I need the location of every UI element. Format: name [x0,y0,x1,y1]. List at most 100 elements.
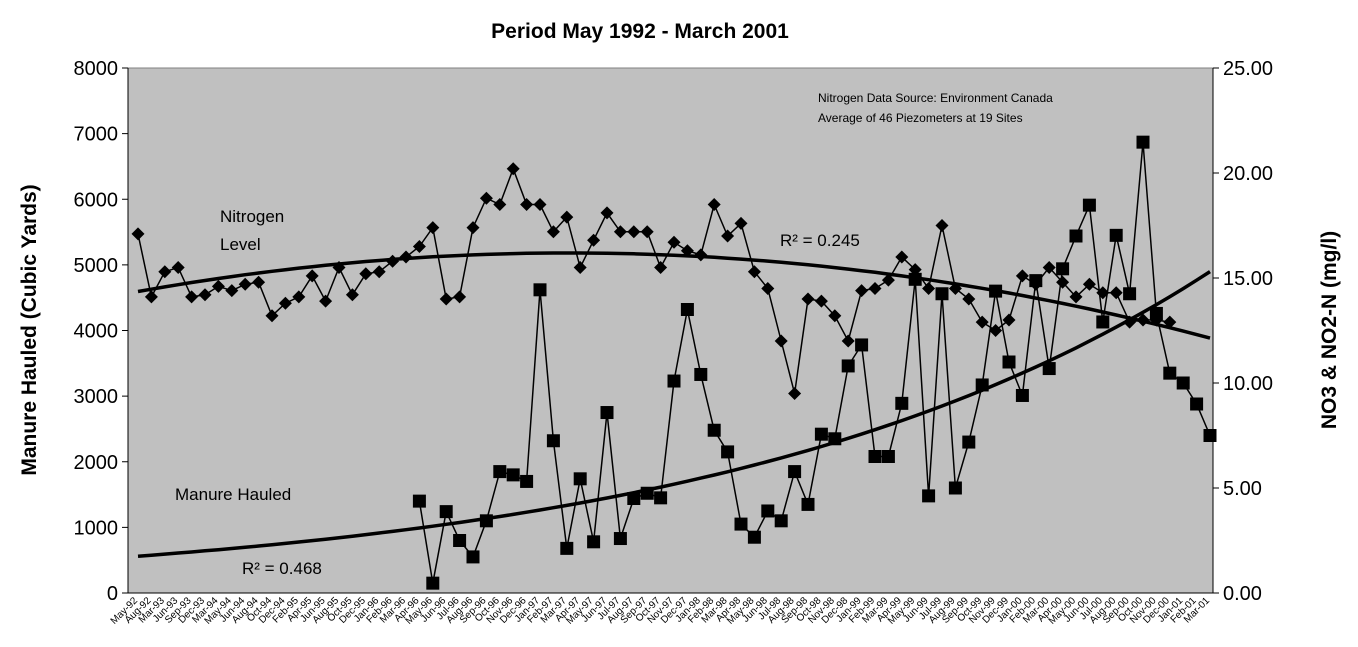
square-marker [989,284,1003,298]
square-marker [1149,306,1163,320]
square-marker [546,434,560,448]
diamond-marker [1042,261,1056,274]
square-marker [895,396,909,410]
diamond-marker [144,290,158,304]
y2-tick-label: 25.00 [1223,58,1273,80]
trendline [137,270,1211,558]
diamond-marker [185,290,199,304]
square-marker [1056,262,1070,276]
diamond-marker [158,265,172,279]
diamond-marker [1002,313,1016,327]
y-tick-label: 7000 [74,124,119,146]
square-marker [1029,274,1043,288]
diamond-marker [680,244,694,258]
diamond-marker [761,282,775,295]
diamond-marker [1056,275,1070,289]
y-tick-label: 1000 [74,517,119,539]
diamond-marker [881,273,895,287]
diamond-marker [546,225,560,239]
square-marker [587,535,601,549]
square-marker [667,374,681,388]
diamond-marker [278,296,292,310]
diamond-marker [788,387,802,400]
diamond-marker [734,216,748,230]
diamond-marker [989,324,1003,337]
square-marker [479,514,493,528]
diamond-marker [359,267,373,281]
y-tick-label: 2000 [74,452,119,474]
diamond-marker [694,248,708,262]
diamond-marker [372,265,386,279]
diamond-marker [466,221,480,235]
square-marker [1136,135,1150,149]
diamond-marker [721,229,735,243]
diamond-marker [1163,315,1177,329]
diamond-marker [747,265,761,279]
square-marker [721,445,735,459]
square-marker [1082,198,1096,212]
diamond-marker [453,290,467,304]
square-marker [1190,397,1204,411]
square-marker [801,497,815,511]
square-marker [1042,362,1056,376]
diamond-marker [935,219,949,232]
annotation: R² = 0.468 [242,559,322,578]
square-marker [1176,376,1190,390]
diamond-marker [332,261,346,274]
square-marker [975,378,989,392]
diamond-marker [1069,290,1083,304]
annotation: Manure Hauled [175,485,291,504]
diamond-marker [654,261,668,274]
square-marker [814,427,828,441]
square-marker [1203,429,1217,442]
diamond-marker [948,282,962,295]
diamond-marker [640,225,654,239]
square-marker [640,486,654,500]
square-marker [1109,228,1123,242]
square-marker [654,491,668,505]
diamond-marker [319,294,333,308]
diamond-marker [238,277,252,291]
square-marker [1096,315,1110,329]
diamond-marker [225,284,239,298]
diamond-marker [292,290,306,304]
diamond-marker [426,221,440,235]
diamond-marker [1136,313,1150,327]
diamond-marker [1109,286,1123,300]
square-marker [560,541,574,555]
square-marker [855,338,869,352]
diamond-marker [600,206,614,220]
diamond-marker [801,292,815,306]
square-marker [533,283,547,297]
diamond-marker [667,235,681,249]
square-marker [922,489,936,503]
diamond-marker [493,198,507,211]
y2-axis-title: NO3 & NO2-N (mg/l) [1318,231,1341,429]
diamond-marker [1082,277,1096,291]
diamond-marker [439,292,453,306]
diamond-marker [211,279,225,293]
square-marker [707,423,721,437]
diamond-marker [412,240,426,253]
y-tick-label: 5000 [74,255,119,277]
diamond-marker [868,282,882,295]
y-tick-label: 3000 [74,386,119,408]
annotation: Average of 46 Piezometers at 19 Sites [818,111,1023,125]
square-marker [466,550,480,564]
square-marker [613,532,627,546]
diamond-marker [855,284,869,298]
square-marker [1015,388,1029,402]
diamond-marker [895,250,909,264]
square-marker [412,494,426,508]
y2-tick-label: 20.00 [1223,163,1273,185]
y2-tick-label: 5.00 [1223,478,1262,500]
square-marker [734,517,748,531]
diamond-marker [828,309,842,323]
square-marker [1163,366,1177,380]
square-marker [506,468,520,482]
y-axis-title: Manure Hauled (Cubic Yards) [18,184,41,475]
annotation: R² = 0.245 [780,231,860,250]
y-tick-label: 0 [107,583,118,605]
diamond-marker [198,288,212,302]
